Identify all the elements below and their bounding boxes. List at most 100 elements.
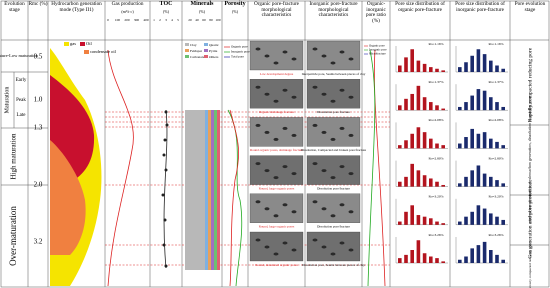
ro-label: Ro=1.37% bbox=[428, 80, 443, 84]
bar bbox=[501, 219, 505, 225]
sem-image bbox=[306, 155, 361, 185]
ro-label: Ro=2.08% bbox=[428, 118, 443, 122]
pore bbox=[264, 207, 270, 211]
bar bbox=[429, 218, 433, 225]
stage-label: Maturation bbox=[4, 87, 10, 114]
bar bbox=[489, 213, 493, 225]
column-header: Organic-inorganic pore ratio (%) bbox=[365, 1, 387, 24]
legend-label: Microfracture bbox=[369, 52, 386, 56]
bar bbox=[482, 132, 487, 149]
pore bbox=[348, 248, 354, 252]
sem-image bbox=[306, 231, 361, 262]
tick-label: 40 bbox=[195, 18, 199, 22]
pore bbox=[291, 57, 297, 61]
legend-label: gas bbox=[70, 41, 76, 46]
pore bbox=[330, 214, 336, 218]
bar bbox=[489, 138, 493, 149]
column-header: Minerals bbox=[190, 1, 214, 7]
image-caption: Dissolution pore/fracture bbox=[317, 225, 351, 229]
pore bbox=[348, 95, 354, 99]
pore bbox=[321, 207, 327, 211]
bar bbox=[398, 105, 402, 111]
column-header: Evolution stage bbox=[4, 1, 25, 13]
bar bbox=[464, 216, 468, 225]
legend-label: Clay bbox=[190, 43, 197, 47]
bar bbox=[501, 106, 505, 111]
sem-image bbox=[249, 231, 304, 262]
bar bbox=[429, 178, 433, 187]
legend-label: Inorganic pore bbox=[231, 50, 250, 54]
legend-swatch bbox=[204, 55, 208, 58]
unit: (%) bbox=[232, 9, 238, 14]
bar bbox=[416, 127, 421, 149]
pore bbox=[282, 88, 288, 92]
bar bbox=[470, 170, 474, 187]
tick-label: 2 bbox=[159, 18, 161, 22]
bar bbox=[410, 250, 414, 263]
bar bbox=[495, 141, 499, 149]
pore bbox=[312, 200, 318, 204]
bar bbox=[404, 254, 408, 263]
ro-label: Ro=1.16% bbox=[488, 42, 503, 46]
image-caption: Organic shrinkage fracture bbox=[259, 110, 295, 114]
bar bbox=[495, 65, 499, 72]
tick-label: 300 bbox=[134, 18, 140, 22]
bar bbox=[482, 241, 487, 263]
image-caption: Low development degree bbox=[260, 72, 294, 76]
bar bbox=[416, 215, 421, 225]
pore bbox=[348, 210, 354, 214]
bar bbox=[476, 245, 481, 263]
pore bbox=[282, 241, 288, 245]
pore bbox=[339, 165, 345, 169]
bar bbox=[476, 49, 481, 72]
ro-label: Ro=1.37% bbox=[488, 80, 503, 84]
substage-label: Late bbox=[17, 113, 27, 118]
column-header: Rmc (%) bbox=[28, 1, 48, 7]
bar bbox=[482, 54, 487, 72]
bar bbox=[464, 62, 468, 72]
bar bbox=[410, 205, 414, 225]
bar bbox=[441, 184, 445, 187]
bar bbox=[482, 173, 487, 187]
legend-label: Inorganic pore bbox=[369, 48, 387, 52]
bar bbox=[422, 216, 427, 225]
dashed-lines bbox=[105, 111, 390, 266]
bar bbox=[464, 256, 468, 263]
hydrocarbon-shapes bbox=[50, 42, 102, 286]
image-caption: Dissolution, Compacted and broken pore/f… bbox=[301, 148, 367, 153]
image-caption: Round organic pores, shrinkage fracture bbox=[250, 148, 303, 153]
bar bbox=[476, 89, 481, 111]
tick-label: 200 bbox=[124, 18, 130, 22]
sem-image bbox=[249, 79, 304, 109]
pore bbox=[255, 238, 261, 242]
pore bbox=[282, 126, 288, 130]
pore bbox=[273, 61, 279, 65]
pore bbox=[330, 137, 336, 141]
pore bbox=[291, 95, 297, 99]
pore bbox=[282, 203, 288, 207]
sem-image bbox=[306, 117, 361, 147]
bar bbox=[458, 143, 462, 149]
pore bbox=[273, 252, 279, 256]
legend-label: Carbonate bbox=[190, 55, 205, 59]
legend-label: Feldspar bbox=[190, 49, 203, 53]
column-header: Pore size distribution of inorganic pore… bbox=[455, 1, 505, 13]
pore bbox=[255, 123, 261, 127]
ro-label: Ro=3.26% bbox=[488, 233, 503, 237]
tick-label: 3 bbox=[165, 18, 167, 22]
pore bbox=[273, 214, 279, 218]
pore bbox=[321, 245, 327, 249]
pore bbox=[264, 245, 270, 249]
pore bbox=[282, 165, 288, 169]
unit: (m³/t·c) bbox=[121, 9, 134, 14]
bar bbox=[495, 102, 499, 111]
bar bbox=[404, 98, 408, 111]
image-caption: Round, densitated organic pores bbox=[255, 263, 298, 268]
pore bbox=[339, 203, 345, 207]
bar bbox=[422, 63, 427, 72]
bar bbox=[416, 240, 421, 263]
legend-label: condensate oil bbox=[90, 49, 117, 54]
image-caption: Dissolution pore/fracture bbox=[317, 186, 351, 190]
tick-label: 60 bbox=[202, 18, 206, 22]
pore bbox=[291, 133, 297, 137]
